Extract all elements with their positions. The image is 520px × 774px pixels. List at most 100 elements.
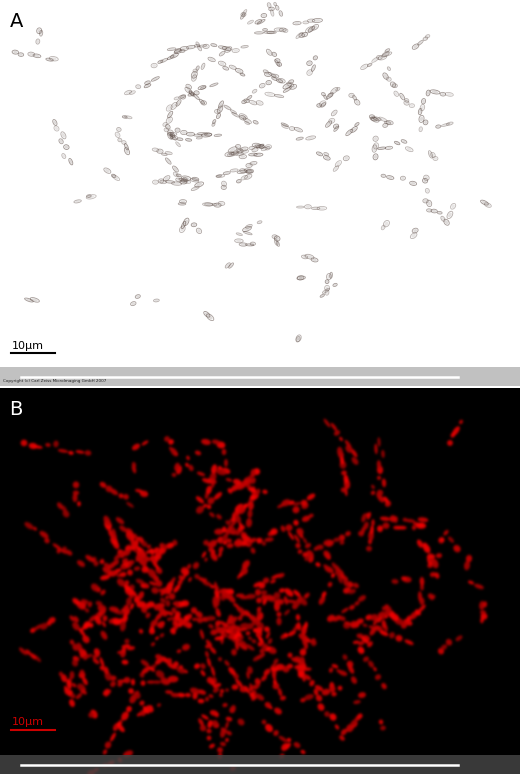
Ellipse shape — [220, 52, 224, 55]
Ellipse shape — [254, 144, 259, 146]
Ellipse shape — [438, 212, 441, 214]
Ellipse shape — [273, 235, 276, 238]
Ellipse shape — [209, 58, 214, 61]
Ellipse shape — [224, 47, 229, 50]
Ellipse shape — [205, 313, 209, 316]
Ellipse shape — [196, 45, 199, 46]
Ellipse shape — [387, 78, 391, 80]
Ellipse shape — [425, 176, 428, 180]
Ellipse shape — [158, 150, 162, 152]
Ellipse shape — [318, 104, 321, 107]
Ellipse shape — [199, 133, 206, 135]
Ellipse shape — [164, 176, 169, 180]
Ellipse shape — [344, 156, 348, 159]
Ellipse shape — [168, 112, 172, 117]
Ellipse shape — [192, 224, 196, 226]
Ellipse shape — [204, 204, 211, 206]
Ellipse shape — [284, 84, 290, 88]
Ellipse shape — [168, 131, 172, 134]
Ellipse shape — [168, 57, 173, 59]
Ellipse shape — [152, 64, 156, 67]
Ellipse shape — [385, 122, 389, 124]
Ellipse shape — [241, 148, 246, 150]
Ellipse shape — [257, 146, 263, 147]
Ellipse shape — [242, 46, 247, 47]
Ellipse shape — [222, 186, 226, 189]
Ellipse shape — [36, 40, 39, 43]
Ellipse shape — [170, 133, 175, 135]
Ellipse shape — [182, 223, 185, 228]
Ellipse shape — [277, 242, 279, 245]
Ellipse shape — [326, 291, 328, 294]
Ellipse shape — [197, 229, 201, 233]
Ellipse shape — [355, 101, 359, 104]
Ellipse shape — [220, 46, 225, 49]
Ellipse shape — [326, 286, 329, 289]
Ellipse shape — [181, 200, 185, 203]
Ellipse shape — [434, 157, 437, 159]
Ellipse shape — [233, 50, 238, 52]
Ellipse shape — [198, 137, 201, 139]
Ellipse shape — [168, 134, 172, 138]
Text: Copyright (c) Carl Zeiss MicroImaging GmbH 2007: Copyright (c) Carl Zeiss MicroImaging Gm… — [3, 378, 106, 383]
Ellipse shape — [382, 175, 385, 176]
Ellipse shape — [266, 147, 269, 149]
Ellipse shape — [334, 166, 338, 170]
Ellipse shape — [370, 115, 374, 118]
Ellipse shape — [261, 84, 264, 87]
Ellipse shape — [229, 264, 232, 267]
Ellipse shape — [386, 50, 389, 52]
Ellipse shape — [180, 95, 185, 98]
Ellipse shape — [165, 128, 168, 131]
Ellipse shape — [136, 296, 139, 298]
Ellipse shape — [213, 120, 215, 123]
Ellipse shape — [212, 44, 216, 46]
Ellipse shape — [176, 128, 179, 132]
Ellipse shape — [334, 125, 337, 128]
Ellipse shape — [267, 50, 271, 54]
Ellipse shape — [245, 232, 251, 235]
Ellipse shape — [196, 135, 201, 136]
Ellipse shape — [300, 34, 304, 36]
Ellipse shape — [180, 179, 186, 181]
Ellipse shape — [237, 146, 240, 148]
Ellipse shape — [166, 159, 170, 163]
Ellipse shape — [269, 74, 275, 76]
Ellipse shape — [411, 182, 415, 185]
Ellipse shape — [303, 255, 307, 259]
Ellipse shape — [373, 58, 378, 61]
Ellipse shape — [253, 149, 257, 151]
Ellipse shape — [241, 15, 244, 18]
Ellipse shape — [232, 152, 237, 155]
Ellipse shape — [231, 170, 237, 171]
Ellipse shape — [177, 174, 180, 176]
Ellipse shape — [236, 240, 242, 242]
Ellipse shape — [383, 53, 388, 56]
Ellipse shape — [273, 53, 276, 56]
Ellipse shape — [432, 153, 435, 156]
Ellipse shape — [242, 13, 245, 15]
Ellipse shape — [248, 96, 251, 99]
Ellipse shape — [303, 33, 306, 36]
Ellipse shape — [161, 181, 165, 183]
Ellipse shape — [159, 180, 163, 183]
Ellipse shape — [240, 156, 245, 158]
Ellipse shape — [126, 91, 131, 94]
Ellipse shape — [274, 3, 276, 5]
Ellipse shape — [306, 205, 310, 208]
Ellipse shape — [123, 142, 125, 144]
Ellipse shape — [182, 131, 186, 134]
Ellipse shape — [395, 92, 398, 95]
Ellipse shape — [264, 70, 267, 73]
Ellipse shape — [297, 336, 300, 341]
Ellipse shape — [166, 125, 170, 128]
Ellipse shape — [330, 273, 332, 277]
Ellipse shape — [191, 179, 197, 181]
Ellipse shape — [208, 315, 213, 320]
Ellipse shape — [223, 182, 226, 185]
Ellipse shape — [190, 92, 193, 95]
Ellipse shape — [276, 61, 279, 65]
Ellipse shape — [297, 337, 300, 341]
Ellipse shape — [290, 80, 293, 83]
Ellipse shape — [194, 70, 197, 72]
